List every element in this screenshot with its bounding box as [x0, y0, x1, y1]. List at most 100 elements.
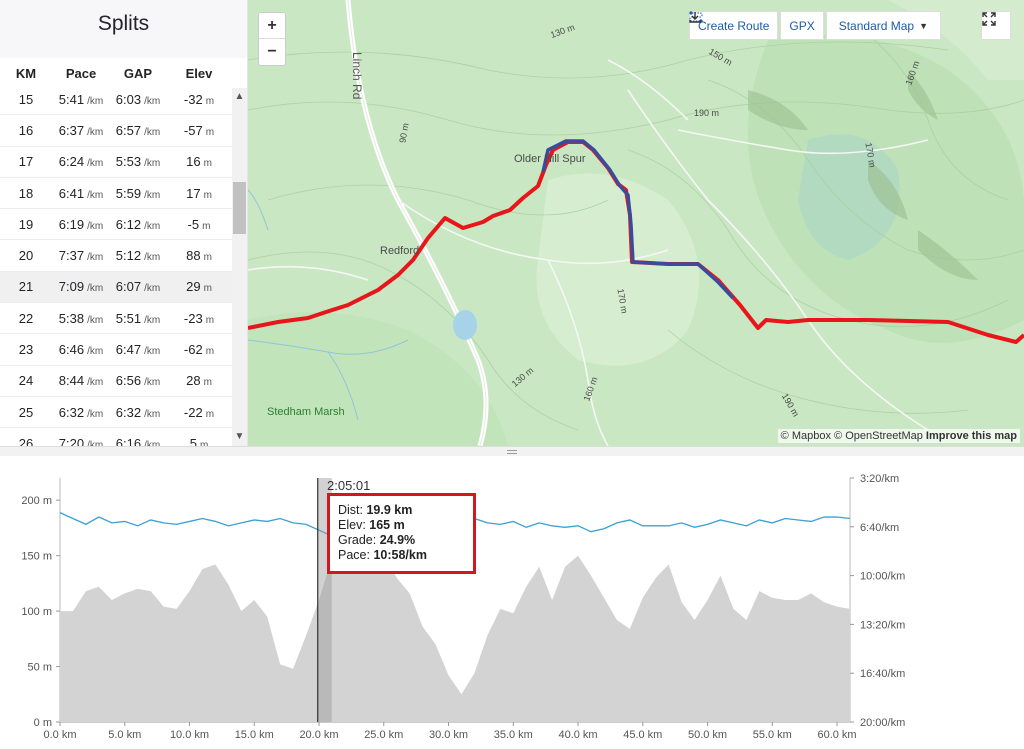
split-row[interactable]: 19 6:19/km 6:12/km -5 m	[0, 209, 232, 241]
split-elev: -5 m	[187, 216, 211, 232]
split-pace: 6:46/km	[58, 342, 104, 358]
split-gap: 6:47/km	[115, 342, 161, 358]
split-row[interactable]: 20 7:37/km 5:12/km 88 m	[0, 240, 232, 272]
split-row[interactable]: 24 8:44/km 6:56/km 28 m	[0, 366, 232, 397]
split-row[interactable]: 18 6:41/km 5:59/km 17 m	[0, 178, 232, 210]
zoom-control: + −	[258, 12, 286, 66]
contour-label: 190 m	[694, 108, 720, 118]
split-km: 16	[18, 122, 34, 138]
scroll-up-icon[interactable]: ▲	[234, 91, 245, 102]
fullscreen-button[interactable]	[981, 11, 1011, 40]
panel-resize-handle[interactable]	[0, 446, 1024, 456]
improve-map-link[interactable]: Improve this map	[925, 430, 1017, 442]
y-left-tick-label: 50 m	[28, 662, 52, 674]
route-map[interactable]: Older Hill Spur Redford Stedham Marsh Li…	[248, 0, 1024, 446]
split-pace: 7:09/km	[58, 279, 104, 295]
caret-down-icon: ▼	[919, 20, 929, 31]
x-tick-label: 20.0 km	[299, 729, 338, 741]
y-left-tick-label: 200 m	[21, 495, 52, 507]
y-left-tick-label: 0 m	[34, 717, 52, 729]
split-row[interactable]: 16 6:37/km 6:57/km -57 m	[0, 115, 232, 147]
splits-panel: Splits KM Pace GAP Elev 15 5:41/km 6:03/km…	[0, 0, 248, 446]
split-elev: 16 m	[186, 154, 212, 170]
split-row[interactable]: 15 5:41/km 6:03/km -32 m	[0, 84, 232, 116]
grip-icon	[507, 450, 517, 454]
split-row[interactable]: 22 5:38/km 5:51/km -23 m	[0, 303, 232, 335]
zoom-in-button[interactable]: +	[259, 13, 285, 39]
split-elev: -57 m	[183, 122, 215, 138]
split-km: 17	[18, 154, 34, 170]
y-right-tick-label: 10:00/km	[860, 571, 905, 583]
split-gap: 6:03/km	[115, 91, 161, 107]
split-gap: 6:32/km	[115, 404, 161, 420]
split-gap: 5:53/km	[115, 154, 161, 170]
osm-link[interactable]: © OpenStreetMap	[834, 430, 923, 442]
map-attribution: © Mapbox © OpenStreetMap Improve this ma…	[777, 429, 1020, 443]
splits-title: Splits	[0, 0, 247, 58]
split-elev: 29 m	[186, 279, 212, 295]
download-icon	[689, 12, 701, 23]
split-elev: -22 m	[183, 404, 215, 420]
split-pace: 5:41/km	[58, 91, 104, 107]
split-gap: 6:57/km	[115, 122, 161, 138]
split-km: 22	[18, 310, 34, 326]
scroll-thumb[interactable]	[233, 182, 246, 234]
cursor-time-label: 2:05:01	[327, 478, 371, 493]
split-pace: 6:32/km	[58, 404, 104, 420]
split-row[interactable]: 21 7:09/km 6:07/km 29 m	[0, 271, 232, 304]
header-elev: Elev	[185, 65, 213, 81]
split-pace: 7:37/km	[58, 248, 104, 264]
x-tick-label: 10.0 km	[170, 729, 209, 741]
map-label-stedham: Stedham Marsh	[267, 406, 345, 418]
chart-tooltip: Dist: 19.9 km Elev: 165 m Grade: 24.9% P…	[327, 493, 476, 574]
x-tick-label: 50.0 km	[688, 729, 727, 741]
zoom-out-button[interactable]: −	[267, 43, 277, 60]
split-km: 25	[18, 404, 34, 420]
map-type-label: Standard Map	[838, 18, 915, 33]
tooltip-pace: Pace: 10:58/km	[338, 548, 427, 562]
splits-scrollbar[interactable]: ▲ ▼	[232, 88, 247, 446]
map-label-redford: Redford	[380, 245, 420, 257]
split-row[interactable]: 17 6:24/km 5:53/km 16 m	[0, 147, 232, 178]
split-row[interactable]: 23 6:46/km 6:47/km -62 m	[0, 334, 232, 366]
split-pace: 6:19/km	[58, 216, 104, 232]
chart-canvas: 0 m 50 m 100 m 150 m 200 m 3:20/km 6:40/km 10:0…	[21, 473, 905, 741]
tooltip-grade: Grade: 24.9%	[338, 533, 416, 547]
split-pace: 6:41/km	[58, 185, 104, 201]
elevation-area	[60, 535, 850, 722]
split-row[interactable]: 26 7:20/km 6:16/km 5 m	[0, 428, 232, 446]
split-elev: 88 m	[186, 248, 212, 264]
split-pace: 6:37/km	[58, 122, 104, 138]
x-tick-label: 5.0 km	[108, 729, 141, 741]
split-row[interactable]: 25 6:32/km 6:32/km -22 m	[0, 397, 232, 429]
create-route-button[interactable]: Create Route	[689, 11, 779, 40]
mapbox-link[interactable]: © Mapbox	[780, 430, 831, 442]
x-tick-label: 60.0 km	[817, 729, 856, 741]
splits-list: 15 5:41/km 6:03/km -32 m 16 6:37/km 6:57/km -57 m…	[0, 84, 232, 446]
map-canvas	[248, 0, 1024, 446]
split-elev: 17 m	[186, 185, 212, 201]
split-km: 18	[18, 185, 34, 201]
splits-header: KM Pace GAP Elev	[0, 58, 232, 88]
tooltip-dist: Dist: 19.9 km	[338, 503, 413, 517]
split-pace: 8:44/km	[58, 373, 104, 389]
y-right-tick-label: 16:40/km	[860, 668, 905, 680]
x-tick-label: 15.0 km	[235, 729, 274, 741]
split-gap: 6:07/km	[115, 279, 161, 295]
split-gap: 6:12/km	[115, 216, 161, 232]
split-elev: 28 m	[186, 373, 212, 389]
x-tick-label: 45.0 km	[623, 729, 662, 741]
map-toolbar: Create Route GPX Standard Map ▼	[689, 11, 942, 40]
x-tick-label: 55.0 km	[753, 729, 792, 741]
map-label-older-hill: Older Hill Spur	[514, 153, 586, 165]
map-type-dropdown[interactable]: Standard Map ▼	[825, 11, 942, 40]
gpx-label: GPX	[789, 18, 815, 33]
split-elev: -32 m	[183, 91, 215, 107]
split-km: 19	[18, 216, 34, 232]
scroll-down-icon[interactable]: ▼	[234, 431, 245, 442]
split-pace: 7:20/km	[58, 435, 104, 446]
create-route-label: Create Route	[698, 18, 770, 33]
gpx-download-button[interactable]: GPX	[689, 11, 824, 40]
elevation-pace-chart[interactable]: 0 m 50 m 100 m 150 m 200 m 3:20/km 6:40/km 10:0…	[0, 456, 1024, 749]
